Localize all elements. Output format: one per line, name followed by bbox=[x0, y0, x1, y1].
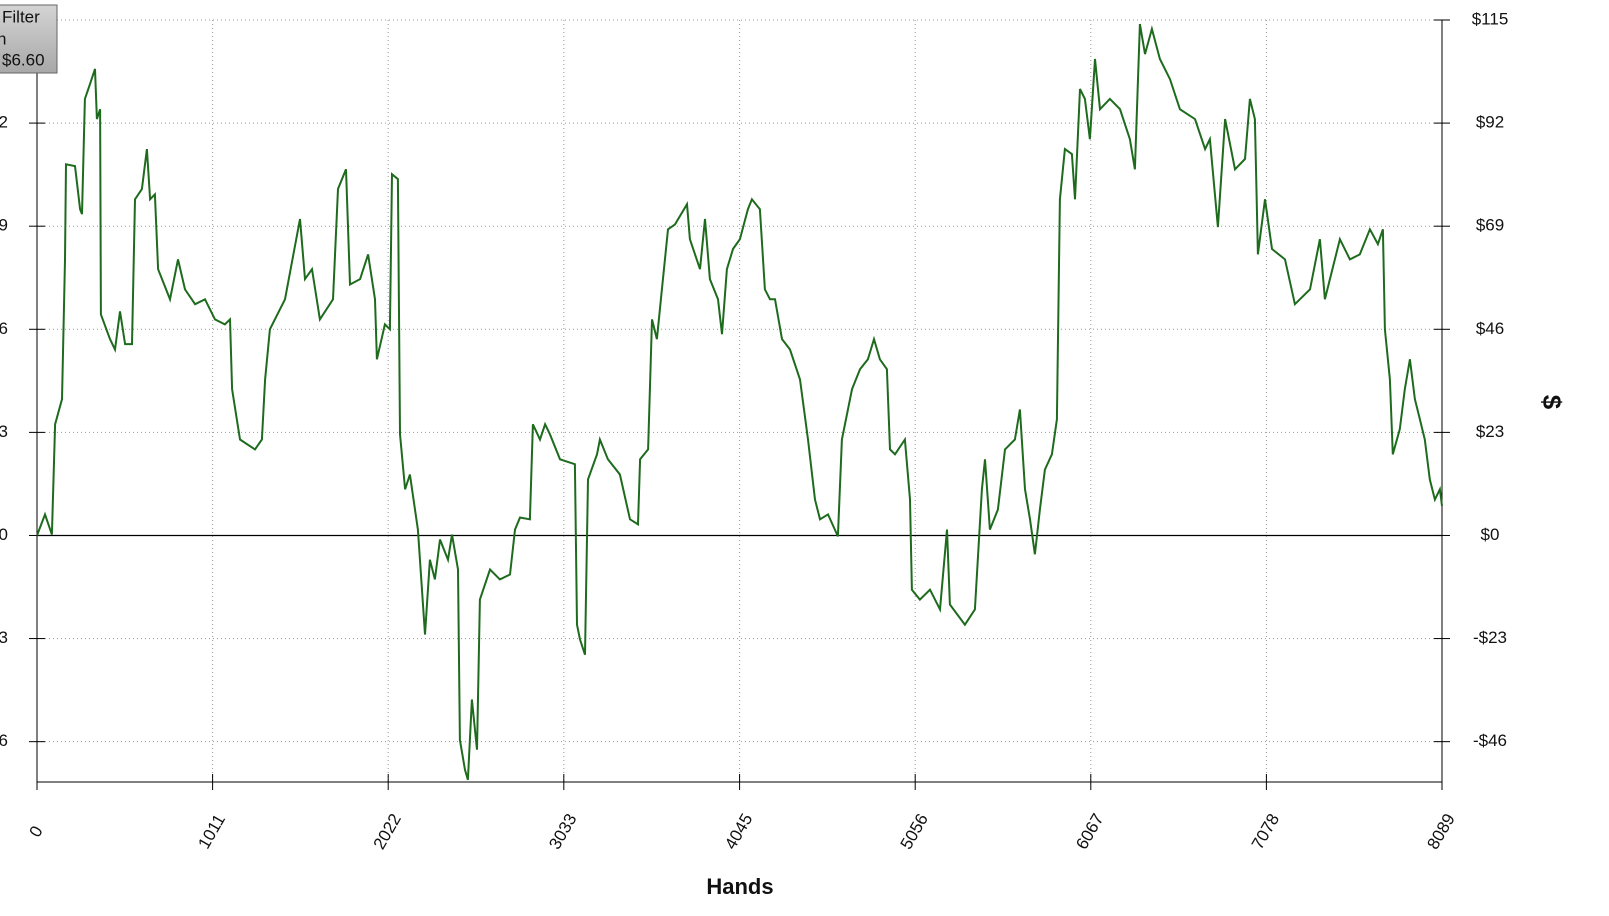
y-tick-label-left: $0 bbox=[0, 525, 8, 544]
y-tick-label-left: -$46 bbox=[0, 731, 8, 750]
y-tick-label-left: $23 bbox=[0, 422, 8, 441]
filter-box[interactable]: Filter n $6.60 bbox=[0, 4, 58, 74]
series-line bbox=[36, 23, 1443, 781]
y-tick-label: -$23 bbox=[1473, 628, 1507, 647]
y-tick-label: $0 bbox=[1481, 525, 1500, 544]
y-tick-label-left: $92 bbox=[0, 113, 8, 132]
filter-title: Filter bbox=[2, 7, 40, 26]
y-tick-label: -$46 bbox=[1473, 731, 1507, 750]
y-tick-label: $115 bbox=[1472, 9, 1509, 28]
y-tick-label: $69 bbox=[1476, 216, 1504, 235]
y-axis-title: $ bbox=[1537, 395, 1567, 410]
filter-line: n bbox=[0, 29, 6, 48]
y-tick-label: $23 bbox=[1476, 422, 1504, 441]
y-tick-label: $46 bbox=[1476, 319, 1504, 338]
filter-box-bg bbox=[0, 4, 58, 74]
x-axis-title: Hands bbox=[706, 874, 773, 899]
y-tick-label: $92 bbox=[1476, 113, 1504, 132]
y-tick-label-left: $69 bbox=[0, 216, 8, 235]
y-tick-label-left: $46 bbox=[0, 319, 8, 338]
filter-line: $6.60 bbox=[2, 50, 45, 69]
y-tick-label-left: -$23 bbox=[0, 628, 8, 647]
